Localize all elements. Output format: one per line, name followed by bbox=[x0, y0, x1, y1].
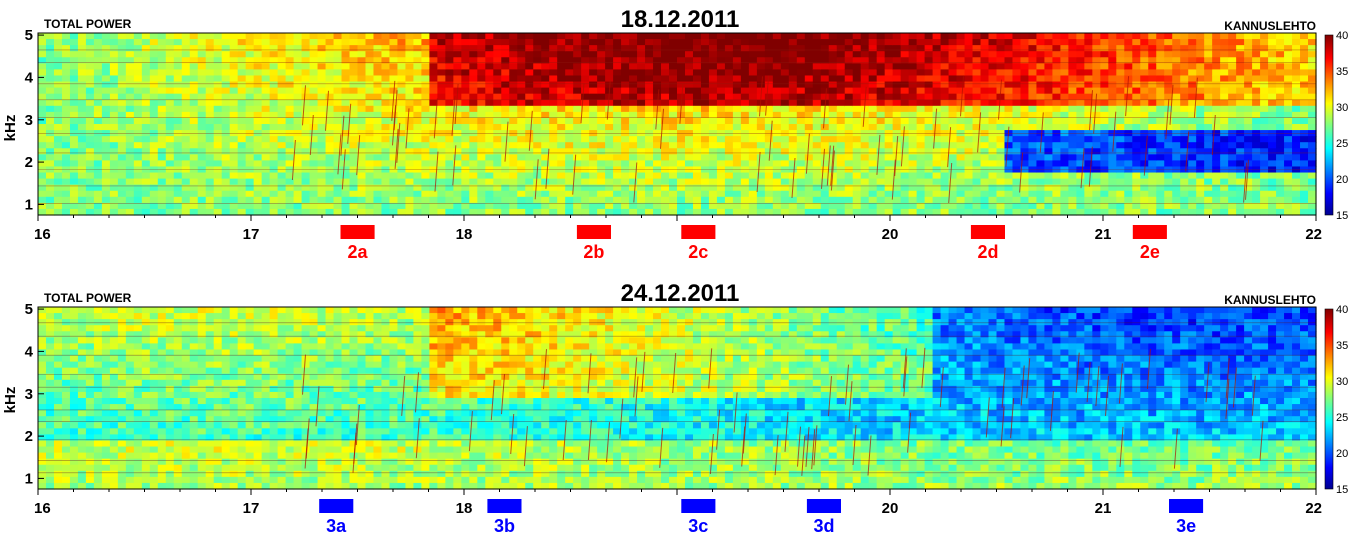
panel-2-colorbar-tick-label: 25 bbox=[1336, 412, 1348, 424]
event-marker-2e bbox=[1132, 225, 1167, 239]
panel-1-colorbar-tick-label: 40 bbox=[1336, 30, 1348, 42]
panel-2-y-tick-label: 5 bbox=[25, 301, 33, 318]
panel-2-y-tick-label: 2 bbox=[25, 428, 33, 445]
panel-1-colorbar-tick-label: 15 bbox=[1336, 210, 1348, 222]
event-label-3a: 3a bbox=[326, 516, 347, 534]
panel-2-y-tick-label: 4 bbox=[25, 343, 34, 360]
event-label-3e: 3e bbox=[1176, 516, 1196, 534]
event-marker-2d bbox=[970, 225, 1005, 239]
panel-2-colorbar-tick-label: 20 bbox=[1336, 448, 1348, 460]
panel-2-y-tick-label: 3 bbox=[25, 386, 33, 403]
event-label-3d: 3d bbox=[813, 516, 834, 534]
event-marker-3a bbox=[319, 499, 354, 513]
panel-1-y-tick-label: 4 bbox=[25, 69, 34, 86]
panel-2-colorbar-tick-label: 15 bbox=[1336, 484, 1348, 496]
panel-1-x-tick-label: 17 bbox=[243, 226, 260, 243]
panel-2-colorbar-gradient bbox=[1324, 308, 1334, 490]
panel-1-x-tick-label: 16 bbox=[34, 226, 51, 243]
panel-1-y-axis-label: kHz bbox=[2, 115, 19, 142]
panel-2-x-tick-label: 17 bbox=[243, 500, 260, 517]
panel-2-right-label: KANNUSLEHTO bbox=[1224, 293, 1316, 307]
panel-2-left-label: TOTAL POWER bbox=[44, 291, 132, 305]
panel-1-y-tick-label: 5 bbox=[25, 27, 33, 44]
event-marker-3b bbox=[487, 499, 522, 513]
panel-1-colorbar-gradient bbox=[1324, 34, 1334, 216]
event-label-3c: 3c bbox=[688, 516, 708, 534]
panel-1-x-tick-label: 22 bbox=[1305, 226, 1322, 243]
panel-2-colorbar-tick-label: 40 bbox=[1336, 304, 1348, 316]
panel-1-colorbar-tick-label: 30 bbox=[1336, 102, 1348, 114]
panel-1-y-tick-label: 1 bbox=[25, 196, 33, 213]
panel-2-colorbar-tick-label: 35 bbox=[1336, 340, 1348, 352]
event-marker-2b bbox=[576, 225, 611, 239]
event-label-2e: 2e bbox=[1140, 242, 1160, 262]
panel-1-y-tick-label: 2 bbox=[25, 154, 33, 171]
panel-1-y-tick-label: 3 bbox=[25, 112, 33, 129]
event-marker-3d bbox=[806, 499, 841, 513]
event-marker-3e bbox=[1169, 499, 1204, 513]
panel-1-x-tick-label: 21 bbox=[1095, 226, 1112, 243]
panel-1-title: 18.12.2011 bbox=[621, 6, 740, 33]
panel-1-right-label: KANNUSLEHTO bbox=[1224, 19, 1316, 33]
panel-2-x-tick-label: 16 bbox=[34, 500, 51, 517]
panel-2-y-axis-label: kHz bbox=[2, 387, 19, 414]
panel-1-colorbar-tick-label: 35 bbox=[1336, 66, 1348, 78]
panel-2-colorbar-tick-label: 30 bbox=[1336, 376, 1348, 388]
panel-1-left-label: TOTAL POWER bbox=[44, 17, 132, 31]
panel-1-x-tick-label: 18 bbox=[456, 226, 473, 243]
panel-2-x-tick-label: 18 bbox=[456, 500, 473, 517]
panel-1-colorbar: 15 20 25 30 35 40 bbox=[1324, 30, 1348, 222]
panel-2-colorbar: 15 20 25 30 35 40 bbox=[1324, 304, 1348, 496]
panel-2-x-tick-label: 21 bbox=[1095, 500, 1112, 517]
event-label-2b: 2b bbox=[583, 242, 604, 262]
panel-2-x-tick-label: 22 bbox=[1305, 500, 1322, 517]
panel-1-colorbar-tick-label: 20 bbox=[1336, 174, 1348, 186]
panel-1-x-tick-label: 20 bbox=[882, 226, 899, 243]
panel-2-title: 24.12.2011 bbox=[621, 280, 740, 307]
event-marker-2c bbox=[681, 225, 716, 239]
panel-2-x-tick-label: 20 bbox=[882, 500, 899, 517]
event-marker-3c bbox=[681, 499, 716, 513]
event-marker-2a bbox=[340, 225, 375, 239]
panel-1-colorbar-tick-label: 25 bbox=[1336, 138, 1348, 150]
event-label-2d: 2d bbox=[977, 242, 998, 262]
panel-1-spectrogram-image bbox=[38, 33, 1317, 216]
event-label-3b: 3b bbox=[494, 516, 515, 534]
panel-2-y-tick-label: 1 bbox=[25, 470, 33, 487]
event-label-2a: 2a bbox=[347, 242, 368, 262]
event-label-2c: 2c bbox=[688, 242, 708, 262]
panel-2-spectrogram-image bbox=[38, 307, 1317, 490]
spectrogram-panel-1: 18.12.2011 TOTAL POWER KANNUSLEHTO kHz 1… bbox=[2, 6, 1348, 262]
spectrogram-panel-2: 24.12.2011 TOTAL POWER KANNUSLEHTO kHz 1… bbox=[2, 280, 1348, 534]
